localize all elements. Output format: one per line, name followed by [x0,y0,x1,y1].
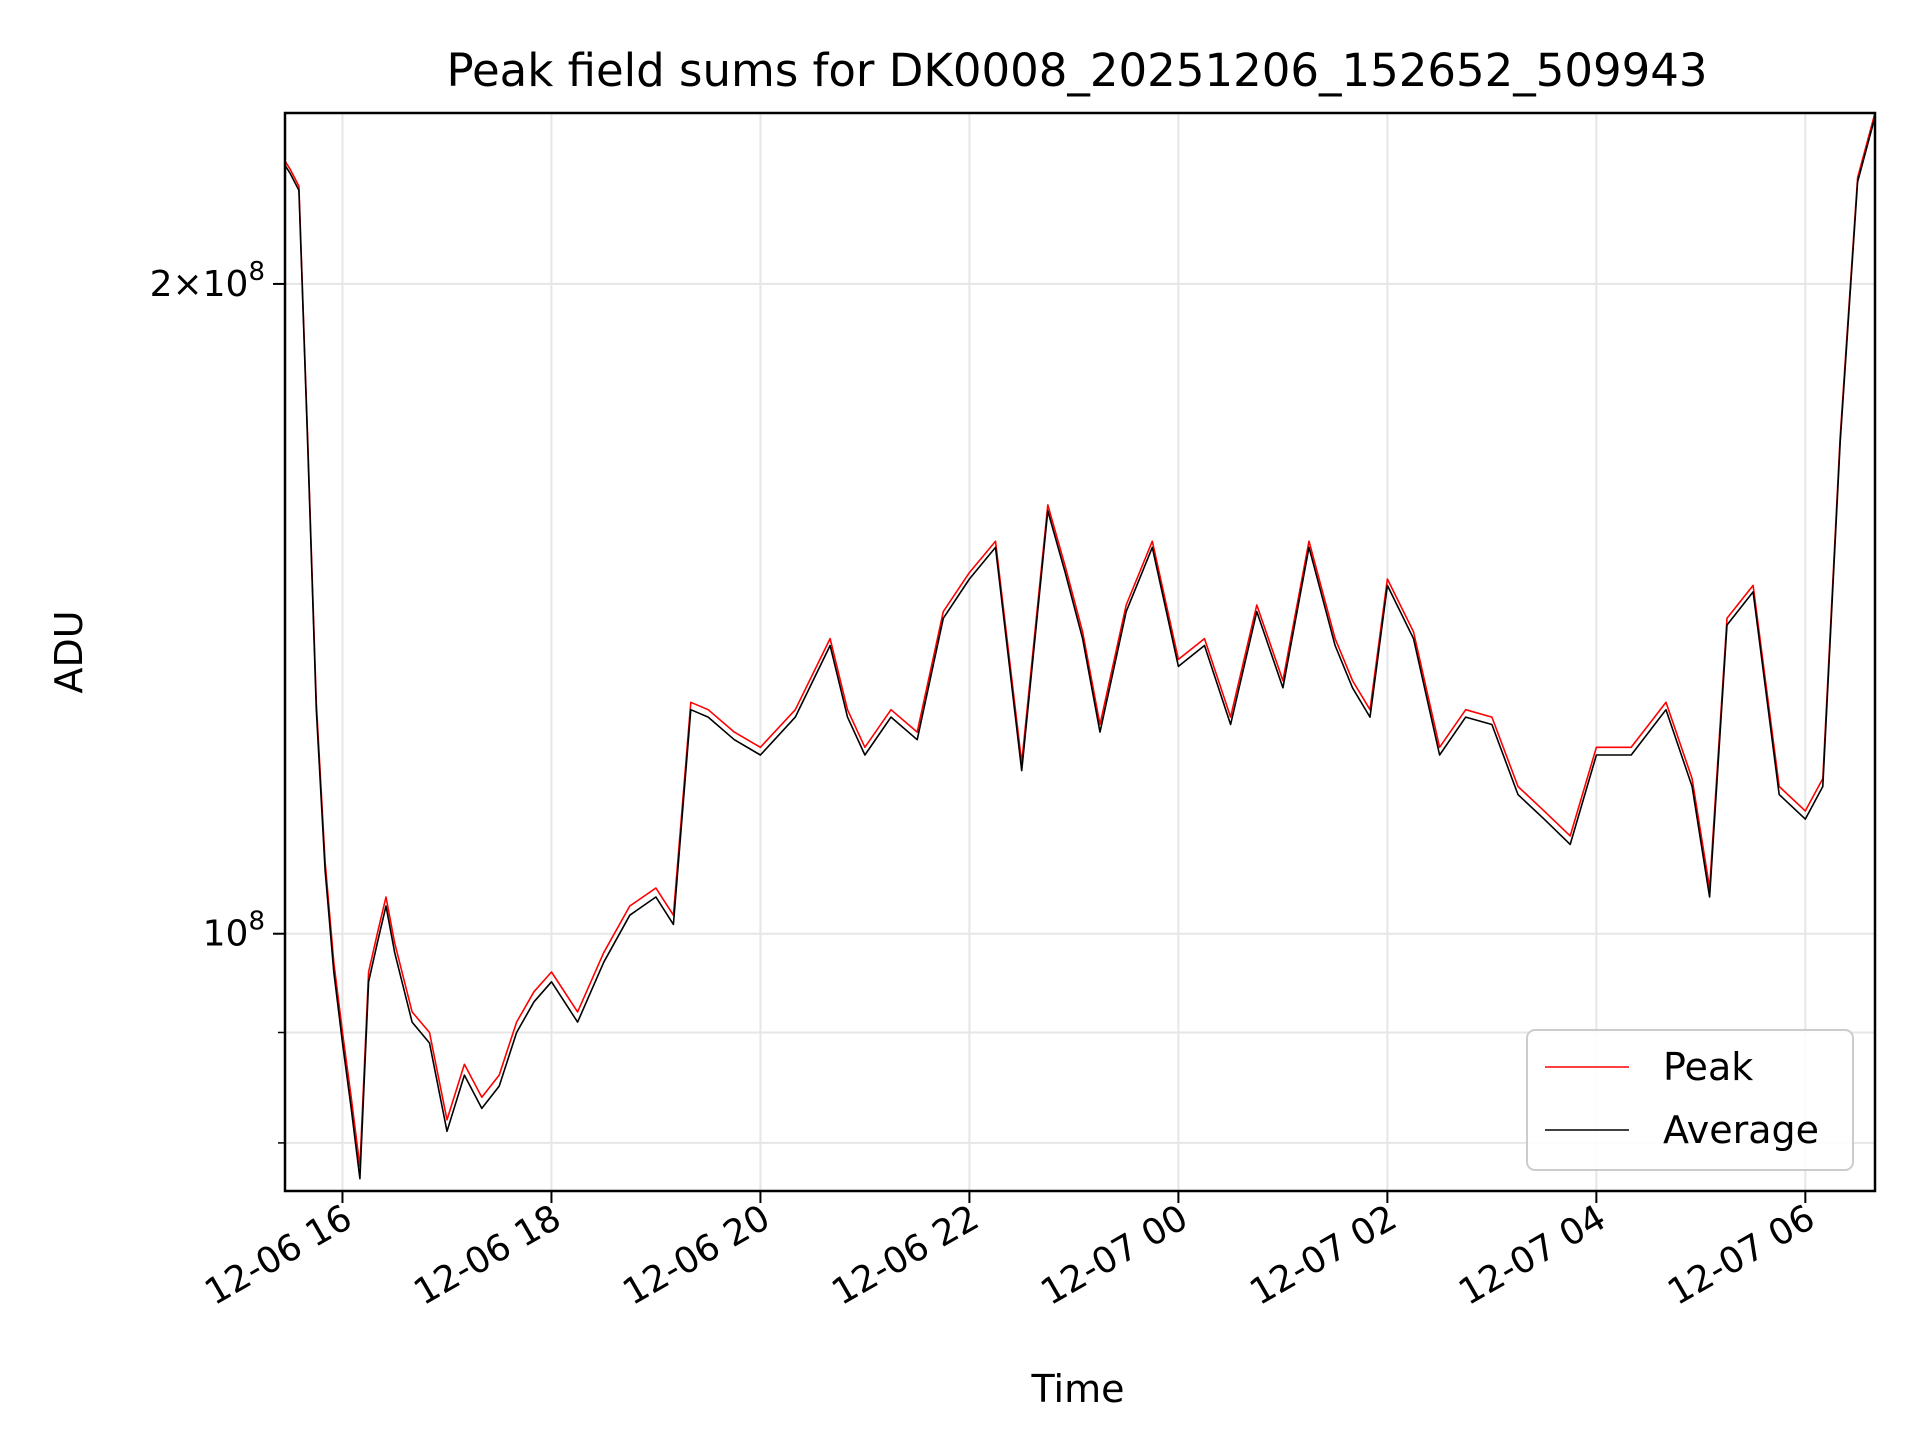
series-layer [284,112,1876,1180]
y-tick-exponent: 8 [248,257,265,287]
y-tick-base: 10 [203,264,249,305]
series-line-peak [284,112,1876,1168]
y-tick-base: 10 [203,914,249,955]
legend-label-peak: Peak [1663,1045,1753,1089]
legend: Peak Average [1526,1029,1854,1171]
y-axis-title: ADU [47,610,91,693]
y-tick-exponent: 8 [248,907,265,937]
legend-box [1526,1029,1854,1171]
plot-area-frame [283,111,1877,1193]
chart-title: Peak field sums for DK0008_20251206_1526… [446,44,1707,97]
legend-label-average: Average [1663,1108,1819,1152]
y-tick-label: 108 [203,907,265,955]
series-line-average [284,116,1876,1180]
y-tick-label: 2×108 [150,257,265,305]
y-tick-mantissa: 2× [150,264,203,305]
x-axis-title: Time [1031,1367,1125,1411]
